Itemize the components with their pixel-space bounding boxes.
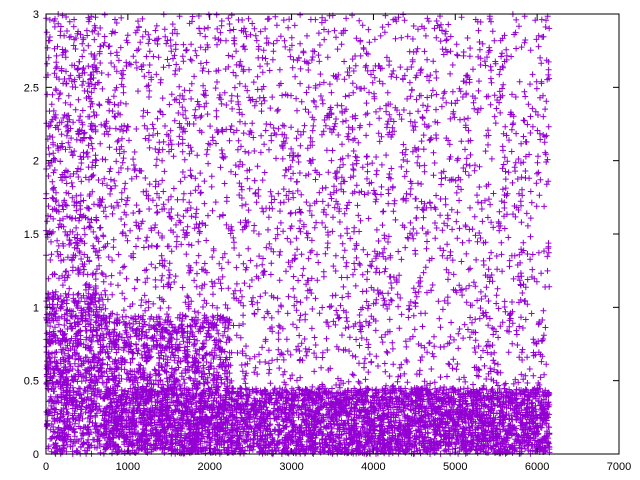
- y-tick-label: 0: [33, 449, 39, 461]
- x-tick-label: 2000: [197, 461, 221, 473]
- data-points: [43, 11, 553, 457]
- y-tick-label: 1.5: [24, 229, 39, 241]
- y-tick-label: 1: [33, 302, 39, 314]
- tick-labels: 0 1000 2000 3000 4000 5000 6000 7000 0 0.5 1 1.5 2 2.…: [24, 9, 632, 473]
- plot-frame: [45, 13, 620, 455]
- x-tick-label: 6000: [525, 461, 549, 473]
- y-tick-label: 2: [33, 156, 39, 168]
- x-tick-label: 1000: [116, 461, 140, 473]
- x-tick-label: 7000: [607, 461, 631, 473]
- y-tick-label: 3: [33, 9, 39, 21]
- x-tick-label: 3000: [279, 461, 303, 473]
- y-tick-label: 2.5: [24, 82, 39, 94]
- x-tick-label: 5000: [443, 461, 467, 473]
- y-tick-label: 0.5: [24, 376, 39, 388]
- x-tick-label: 0: [43, 461, 49, 473]
- scatter-series-points: [43, 11, 553, 457]
- x-tick-label: 4000: [361, 461, 385, 473]
